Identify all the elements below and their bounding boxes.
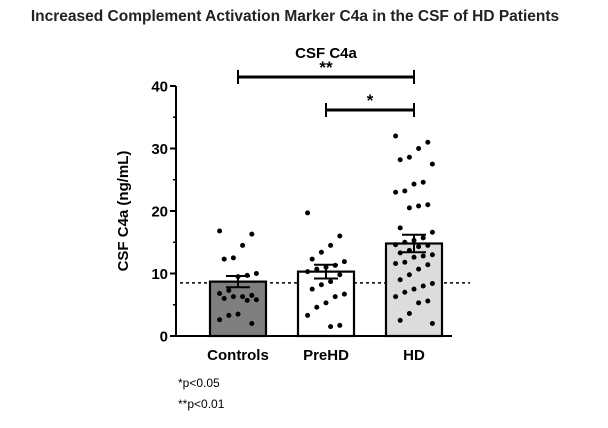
- data-point: [217, 291, 223, 296]
- data-point: [235, 311, 241, 317]
- significance-label: **: [319, 58, 333, 77]
- page-title: Increased Complement Activation Marker C…: [30, 8, 560, 25]
- data-point: [429, 252, 435, 258]
- data-point: [230, 255, 236, 261]
- x-tick-label: HD: [403, 347, 425, 364]
- y-tick-label: 0: [160, 329, 168, 346]
- data-point: [309, 256, 315, 262]
- data-point: [240, 242, 246, 248]
- data-point: [406, 205, 412, 211]
- data-point: [416, 300, 422, 306]
- data-point: [429, 321, 435, 326]
- footnote-significance-double: **p<0.01: [178, 397, 225, 411]
- data-point: [420, 235, 426, 241]
- data-point: [425, 298, 431, 304]
- data-point: [406, 272, 412, 278]
- data-point: [217, 317, 223, 323]
- data-point: [337, 322, 343, 328]
- data-point: [309, 286, 315, 292]
- data-point: [217, 228, 223, 234]
- data-point: [416, 146, 422, 151]
- data-point: [249, 231, 255, 237]
- data-point: [402, 289, 408, 295]
- data-point: [240, 294, 246, 300]
- data-point: [305, 269, 311, 275]
- data-point: [425, 242, 431, 248]
- data-point: [411, 181, 417, 187]
- y-axis-label: CSF C4a (ng/mL): [115, 151, 132, 272]
- data-point: [226, 312, 232, 318]
- significance-label: *: [367, 91, 374, 110]
- data-point: [416, 203, 422, 209]
- data-point: [411, 254, 417, 260]
- bar-controls: [208, 280, 268, 338]
- data-point: [249, 292, 255, 298]
- data-point: [402, 239, 408, 245]
- data-point: [226, 287, 232, 293]
- data-point: [402, 259, 408, 265]
- data-point: [393, 242, 399, 248]
- data-point: [406, 311, 412, 316]
- y-tick-label: 10: [151, 266, 168, 283]
- y-tick-label: 40: [151, 79, 168, 96]
- data-point: [314, 266, 320, 272]
- data-point: [328, 279, 334, 285]
- y-tick-label: 30: [151, 141, 168, 158]
- data-point: [416, 244, 422, 250]
- data-point: [429, 229, 435, 235]
- data-point: [337, 233, 343, 239]
- data-point: [425, 139, 431, 145]
- data-point: [305, 210, 311, 216]
- data-point: [425, 262, 431, 268]
- data-point: [318, 249, 324, 255]
- data-point: [341, 291, 347, 297]
- data-point: [397, 277, 403, 283]
- data-point: [341, 259, 347, 265]
- data-point: [420, 253, 426, 259]
- data-point: [230, 294, 236, 300]
- data-point: [221, 256, 227, 262]
- data-point: [393, 294, 399, 300]
- data-point: [253, 297, 259, 303]
- data-point: [393, 261, 399, 266]
- footnote-significance-single: *p<0.05: [178, 376, 220, 390]
- data-point: [397, 317, 403, 323]
- data-point: [411, 286, 417, 292]
- data-point: [393, 189, 399, 195]
- data-point: [429, 161, 435, 167]
- data-point: [406, 154, 412, 160]
- data-point: [416, 266, 422, 272]
- x-tick-label: Controls: [207, 347, 269, 364]
- chart-title: CSF C4a: [295, 45, 357, 62]
- data-point: [332, 294, 338, 300]
- footnotes: *p<0.05 **p<0.01: [178, 373, 224, 415]
- data-point: [420, 283, 426, 289]
- data-point: [397, 250, 403, 256]
- data-point: [314, 304, 320, 310]
- data-point: [420, 179, 426, 185]
- data-point: [425, 202, 431, 208]
- data-point: [244, 297, 250, 303]
- y-tick-label: 20: [151, 204, 168, 221]
- data-point: [249, 321, 255, 326]
- data-point: [253, 271, 259, 276]
- data-point: [318, 282, 324, 288]
- data-point: [429, 281, 435, 286]
- data-point: [397, 157, 403, 163]
- data-point: [337, 272, 343, 278]
- data-point: [393, 133, 399, 139]
- data-point: [323, 300, 329, 306]
- data-point: [305, 312, 311, 318]
- data-point: [397, 225, 403, 231]
- data-point: [328, 242, 334, 248]
- data-point: [402, 188, 408, 194]
- x-tick-label: PreHD: [303, 347, 349, 364]
- data-point: [328, 324, 334, 330]
- data-point: [221, 296, 227, 301]
